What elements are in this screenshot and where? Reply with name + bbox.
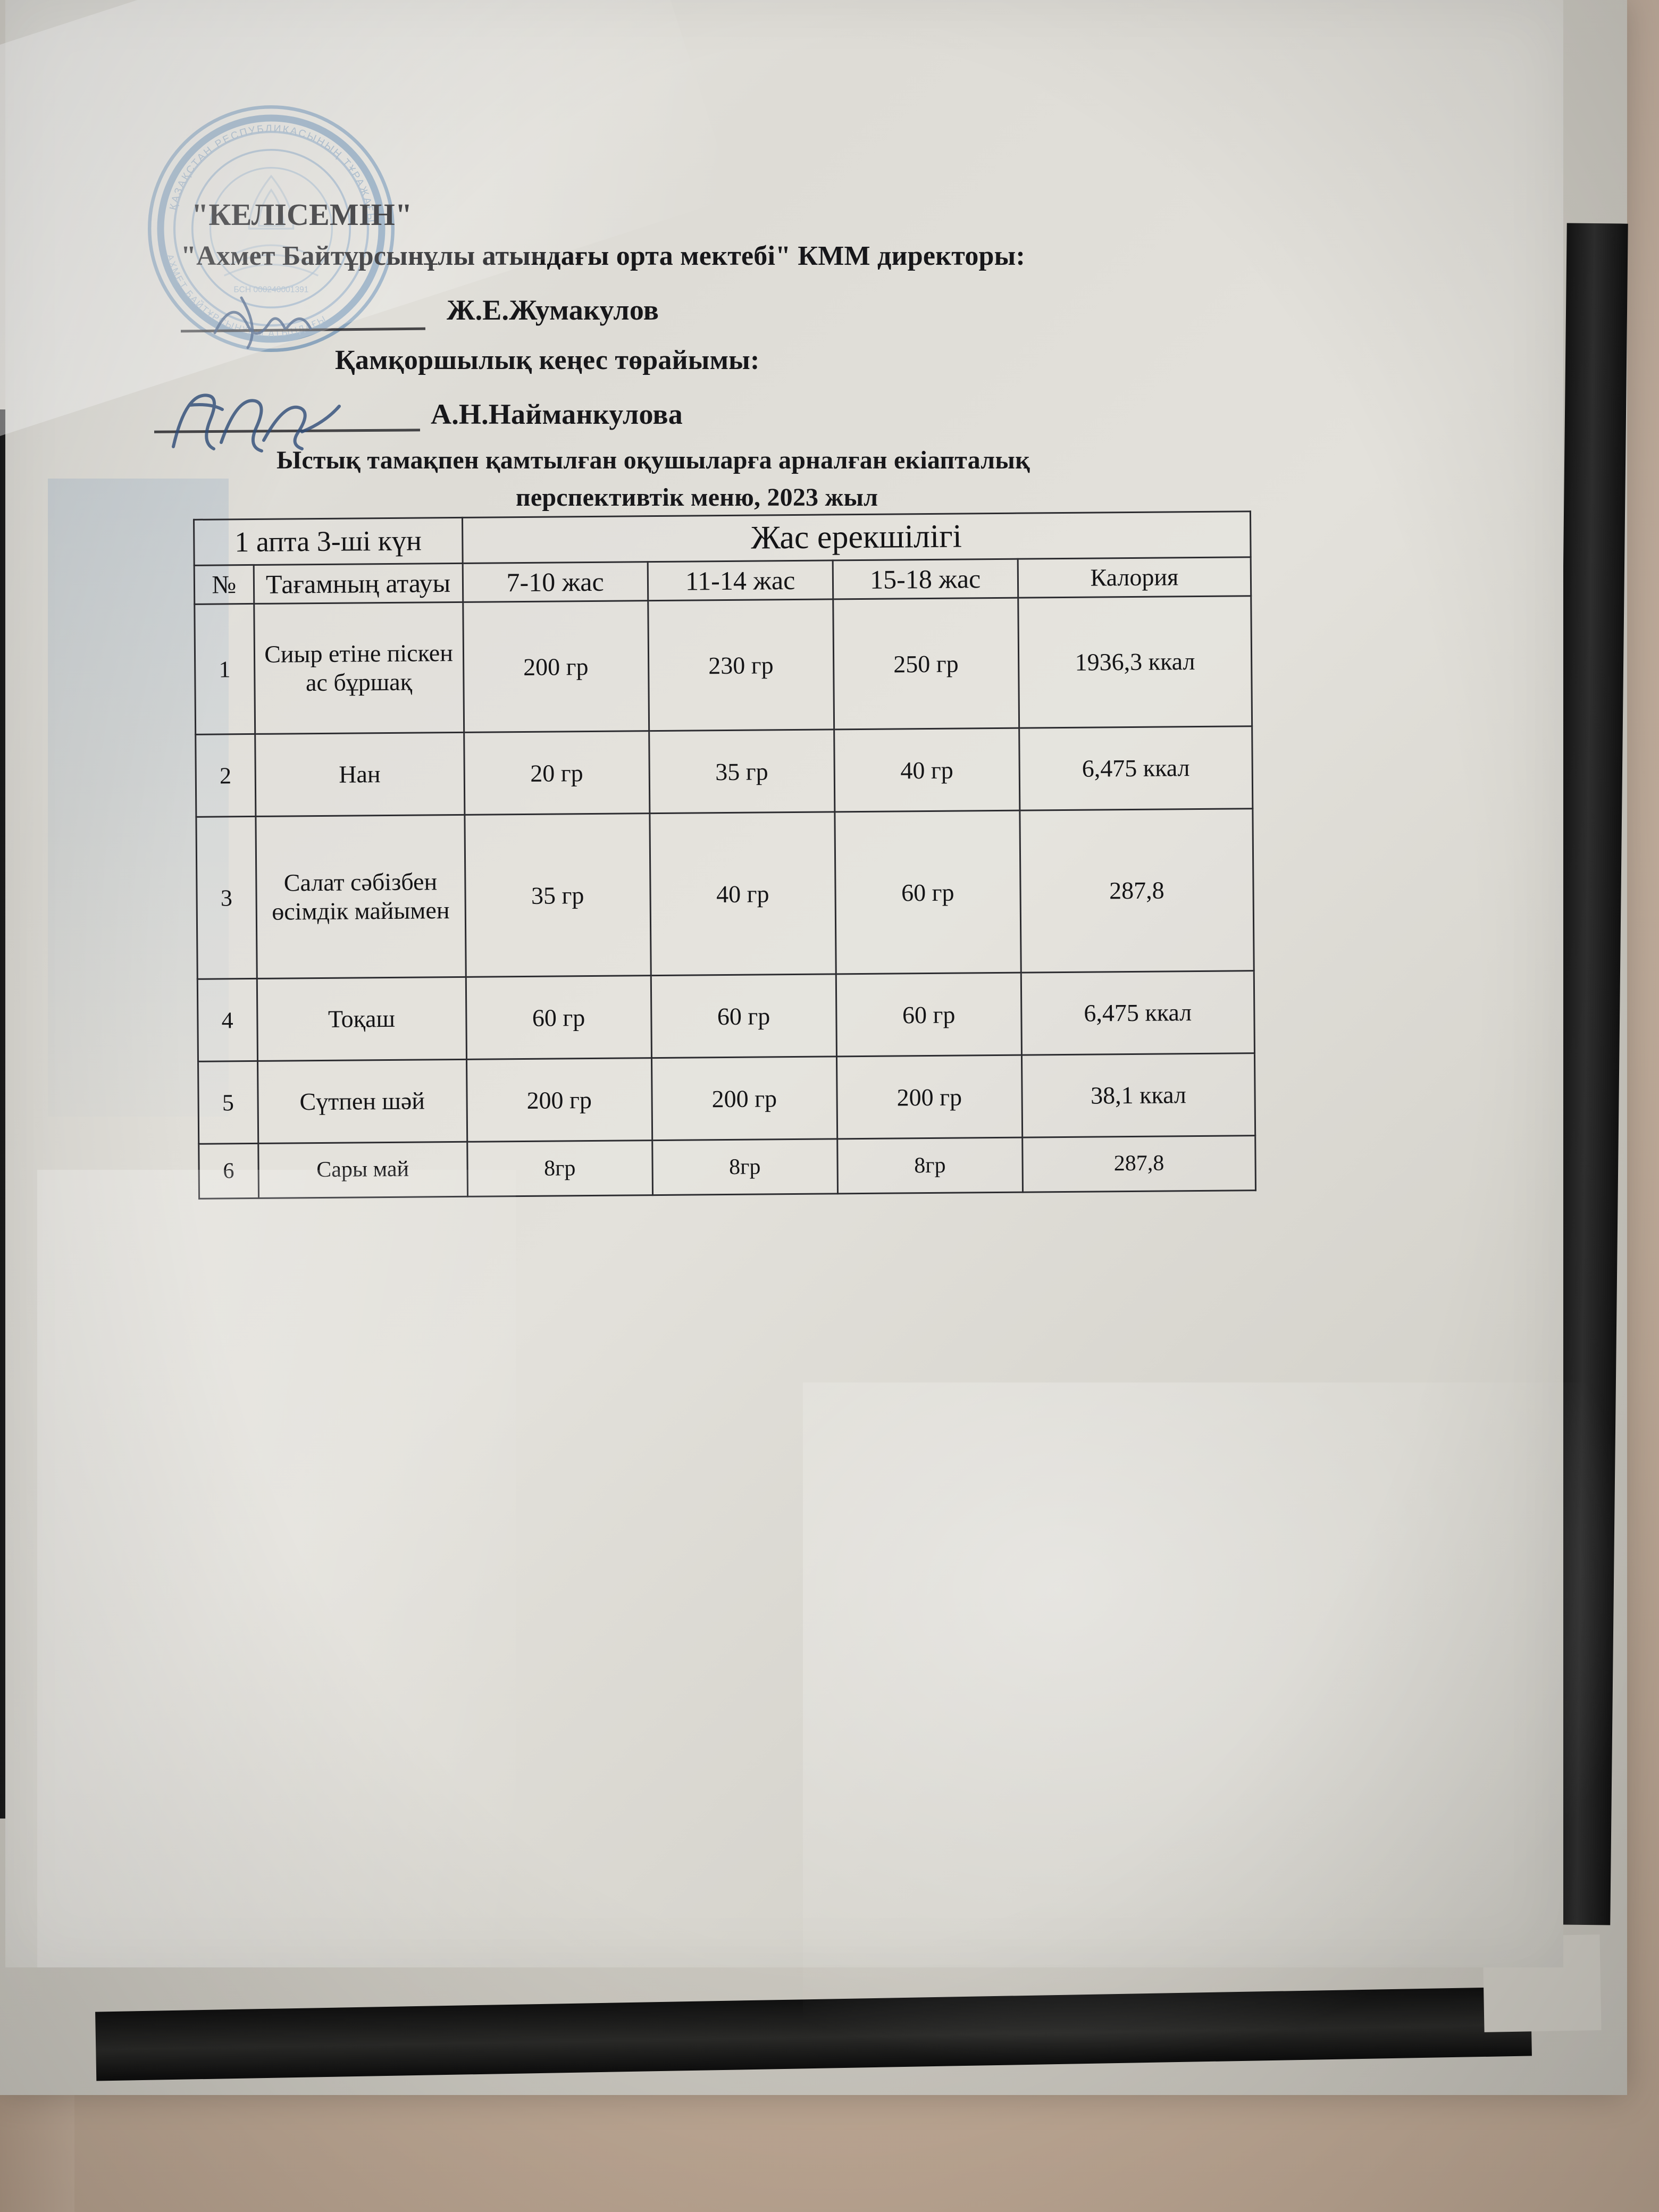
cell-dish: Тоқаш — [256, 977, 467, 1061]
cell-number: 1 — [194, 604, 255, 735]
cell-age-7-10: 35 гр — [464, 813, 651, 977]
cell-calories: 6,475 ккал — [1021, 970, 1255, 1055]
council-chair-name: А.Н.Найманкулова — [431, 398, 683, 430]
column-header-calories: Калория — [1017, 557, 1251, 598]
column-header-age-15-18: 15-18 жас — [832, 559, 1018, 599]
table-row: 5 Сүтпен шәй 200 гр 200 гр 200 гр 38,1 к… — [198, 1053, 1255, 1144]
age-group-header: Жас ерекшілігі — [462, 511, 1251, 564]
cell-number: 3 — [196, 816, 257, 979]
school-director-line: "Ахмет Байтұрсынұлы атындағы орта мектеб… — [181, 241, 1025, 271]
cell-number: 6 — [198, 1143, 259, 1199]
cell-age-7-10: 200 гр — [466, 1058, 652, 1142]
cell-calories: 38,1 ккал — [1021, 1053, 1255, 1138]
cell-age-7-10: 200 гр — [463, 600, 649, 733]
menu-table-container: 1 апта 3-ші күн Жас ерекшілігі № Тағамны… — [193, 510, 1256, 1200]
cell-age-15-18: 60 гр — [834, 810, 1021, 974]
column-header-number: № — [194, 565, 254, 605]
cell-dish: Сиыр етіне піскен ас бұршақ — [254, 602, 464, 734]
cell-calories: 6,475 ккал — [1019, 726, 1253, 811]
svg-text:БСН 000240001391: БСН 000240001391 — [234, 286, 309, 295]
table-row: 1 Сиыр етіне піскен ас бұршақ 200 гр 230… — [194, 596, 1252, 735]
cell-age-15-18: 8гр — [837, 1137, 1023, 1194]
cell-dish: Салат сәбізбен өсімдік майымен — [255, 815, 466, 979]
cell-number: 5 — [198, 1061, 258, 1144]
menu-sheet: ҚАЗАҚСТАН РЕСПУБЛИКАСЫНЫҢ ТҰРАЖАҒЫ АХМЕТ… — [0, 0, 1654, 2074]
cell-age-11-14: 230 гр — [648, 599, 834, 731]
cell-age-7-10: 8гр — [467, 1140, 653, 1197]
signature-line-chair — [154, 429, 421, 433]
cell-calories: 287,8 — [1022, 1135, 1256, 1193]
cell-age-11-14: 200 гр — [651, 1056, 837, 1141]
cell-dish: Сары май — [258, 1142, 468, 1199]
week-day-header: 1 апта 3-ші күн — [194, 517, 463, 566]
cell-dish: Нан — [255, 732, 465, 817]
table-row: 3 Салат сәбізбен өсімдік майымен 35 гр 4… — [196, 808, 1254, 979]
document-title-line-2: перспективтік меню, 2023 жыл — [516, 483, 878, 512]
table-row: 2 Нан 20 гр 35 гр 40 гр 6,475 ккал — [195, 726, 1253, 817]
cell-age-11-14: 8гр — [652, 1138, 838, 1195]
cell-calories: 287,8 — [1019, 808, 1254, 973]
cell-age-15-18: 60 гр — [835, 973, 1022, 1057]
table-header-top-row: 1 апта 3-ші күн Жас ерекшілігі — [194, 511, 1251, 566]
council-chair-label: Қамқоршылық кеңес төрайымы: — [335, 345, 760, 375]
cell-age-11-14: 60 гр — [650, 974, 837, 1058]
cell-dish: Сүтпен шәй — [257, 1059, 467, 1144]
signature-line-director — [180, 327, 426, 333]
table-row: 6 Сары май 8гр 8гр 8гр 287,8 — [198, 1135, 1256, 1199]
director-name: Ж.Е.Жумакулов — [447, 294, 659, 326]
column-header-dish: Тағамның атауы — [253, 563, 463, 604]
approval-label: "КЕЛІСЕМІН" — [191, 197, 413, 232]
cell-calories: 1936,3 ккал — [1018, 596, 1252, 728]
column-header-age-7-10: 7-10 жас — [462, 562, 648, 602]
table-row: 4 Тоқаш 60 гр 60 гр 60 гр 6,475 ккал — [197, 970, 1255, 1062]
cell-age-7-10: 20 гр — [464, 731, 650, 815]
cell-number: 4 — [197, 978, 258, 1062]
cell-age-11-14: 35 гр — [649, 729, 835, 814]
column-header-age-11-14: 11-14 жас — [647, 560, 833, 601]
cell-age-15-18: 40 гр — [834, 728, 1020, 812]
perspective-menu-table: 1 апта 3-ші күн Жас ерекшілігі № Тағамны… — [193, 510, 1256, 1200]
cell-age-7-10: 60 гр — [465, 975, 652, 1060]
cell-age-15-18: 200 гр — [836, 1055, 1023, 1139]
cell-age-11-14: 40 гр — [649, 811, 836, 976]
document-title-line-1: Ыстық тамақпен қамтылған оқушыларға арна… — [276, 446, 1030, 474]
cell-age-15-18: 250 гр — [833, 598, 1019, 730]
lamination-glare-left — [37, 1170, 516, 1967]
cell-number: 2 — [195, 734, 256, 817]
